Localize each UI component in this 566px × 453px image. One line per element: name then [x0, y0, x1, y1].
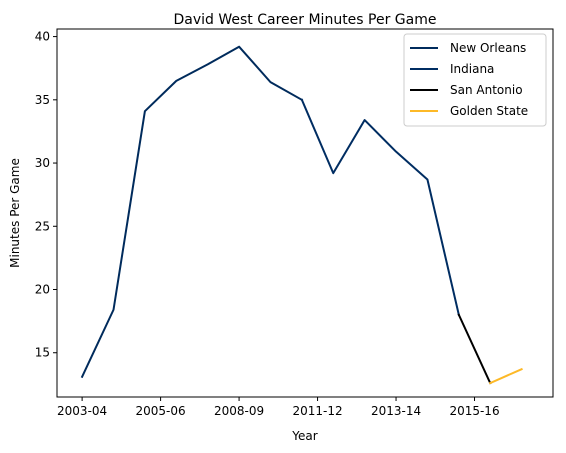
x-axis-title: Year: [291, 429, 317, 443]
x-tick-label: 2013-14: [371, 404, 421, 418]
y-tick-label: 30: [35, 156, 50, 170]
series-line-indiana: [300, 98, 461, 317]
y-axis: 15 20 25 30 35 40: [35, 30, 57, 360]
series-line-san-antonio: [457, 313, 492, 385]
legend-label: New Orleans: [450, 41, 526, 55]
series-line-new-orleans: [80, 45, 304, 379]
x-tick-label: 2003-04: [57, 404, 107, 418]
y-tick-label: 25: [35, 219, 50, 233]
y-tick-label: 40: [35, 30, 50, 44]
y-tick-label: 20: [35, 283, 50, 297]
series-layer: [80, 45, 523, 385]
legend: New Orleans Indiana San Antonio Golden Stat…: [403, 33, 547, 127]
y-tick-label: 35: [35, 93, 50, 107]
x-tick-label: 2011-12: [292, 404, 342, 418]
x-tick-label: 2008-09: [214, 404, 264, 418]
y-axis-title: Minutes Per Game: [8, 158, 22, 268]
legend-label: San Antonio: [450, 83, 523, 97]
legend-label: Golden State: [450, 104, 528, 118]
plot-frame: [56, 28, 554, 398]
x-tick-label: 2015-16: [449, 404, 499, 418]
chart-title: David West Career Minutes Per Game: [174, 12, 437, 28]
legend-box: [403, 33, 547, 127]
x-axis: 2003-04 2005-06 2008-09 2011-12 2013-14 2015-…: [57, 397, 500, 418]
y-tick-label: 15: [35, 346, 50, 360]
x-tick-label: 2005-06: [136, 404, 186, 418]
series-line-golden-state: [488, 367, 523, 385]
legend-label: Indiana: [450, 62, 494, 76]
